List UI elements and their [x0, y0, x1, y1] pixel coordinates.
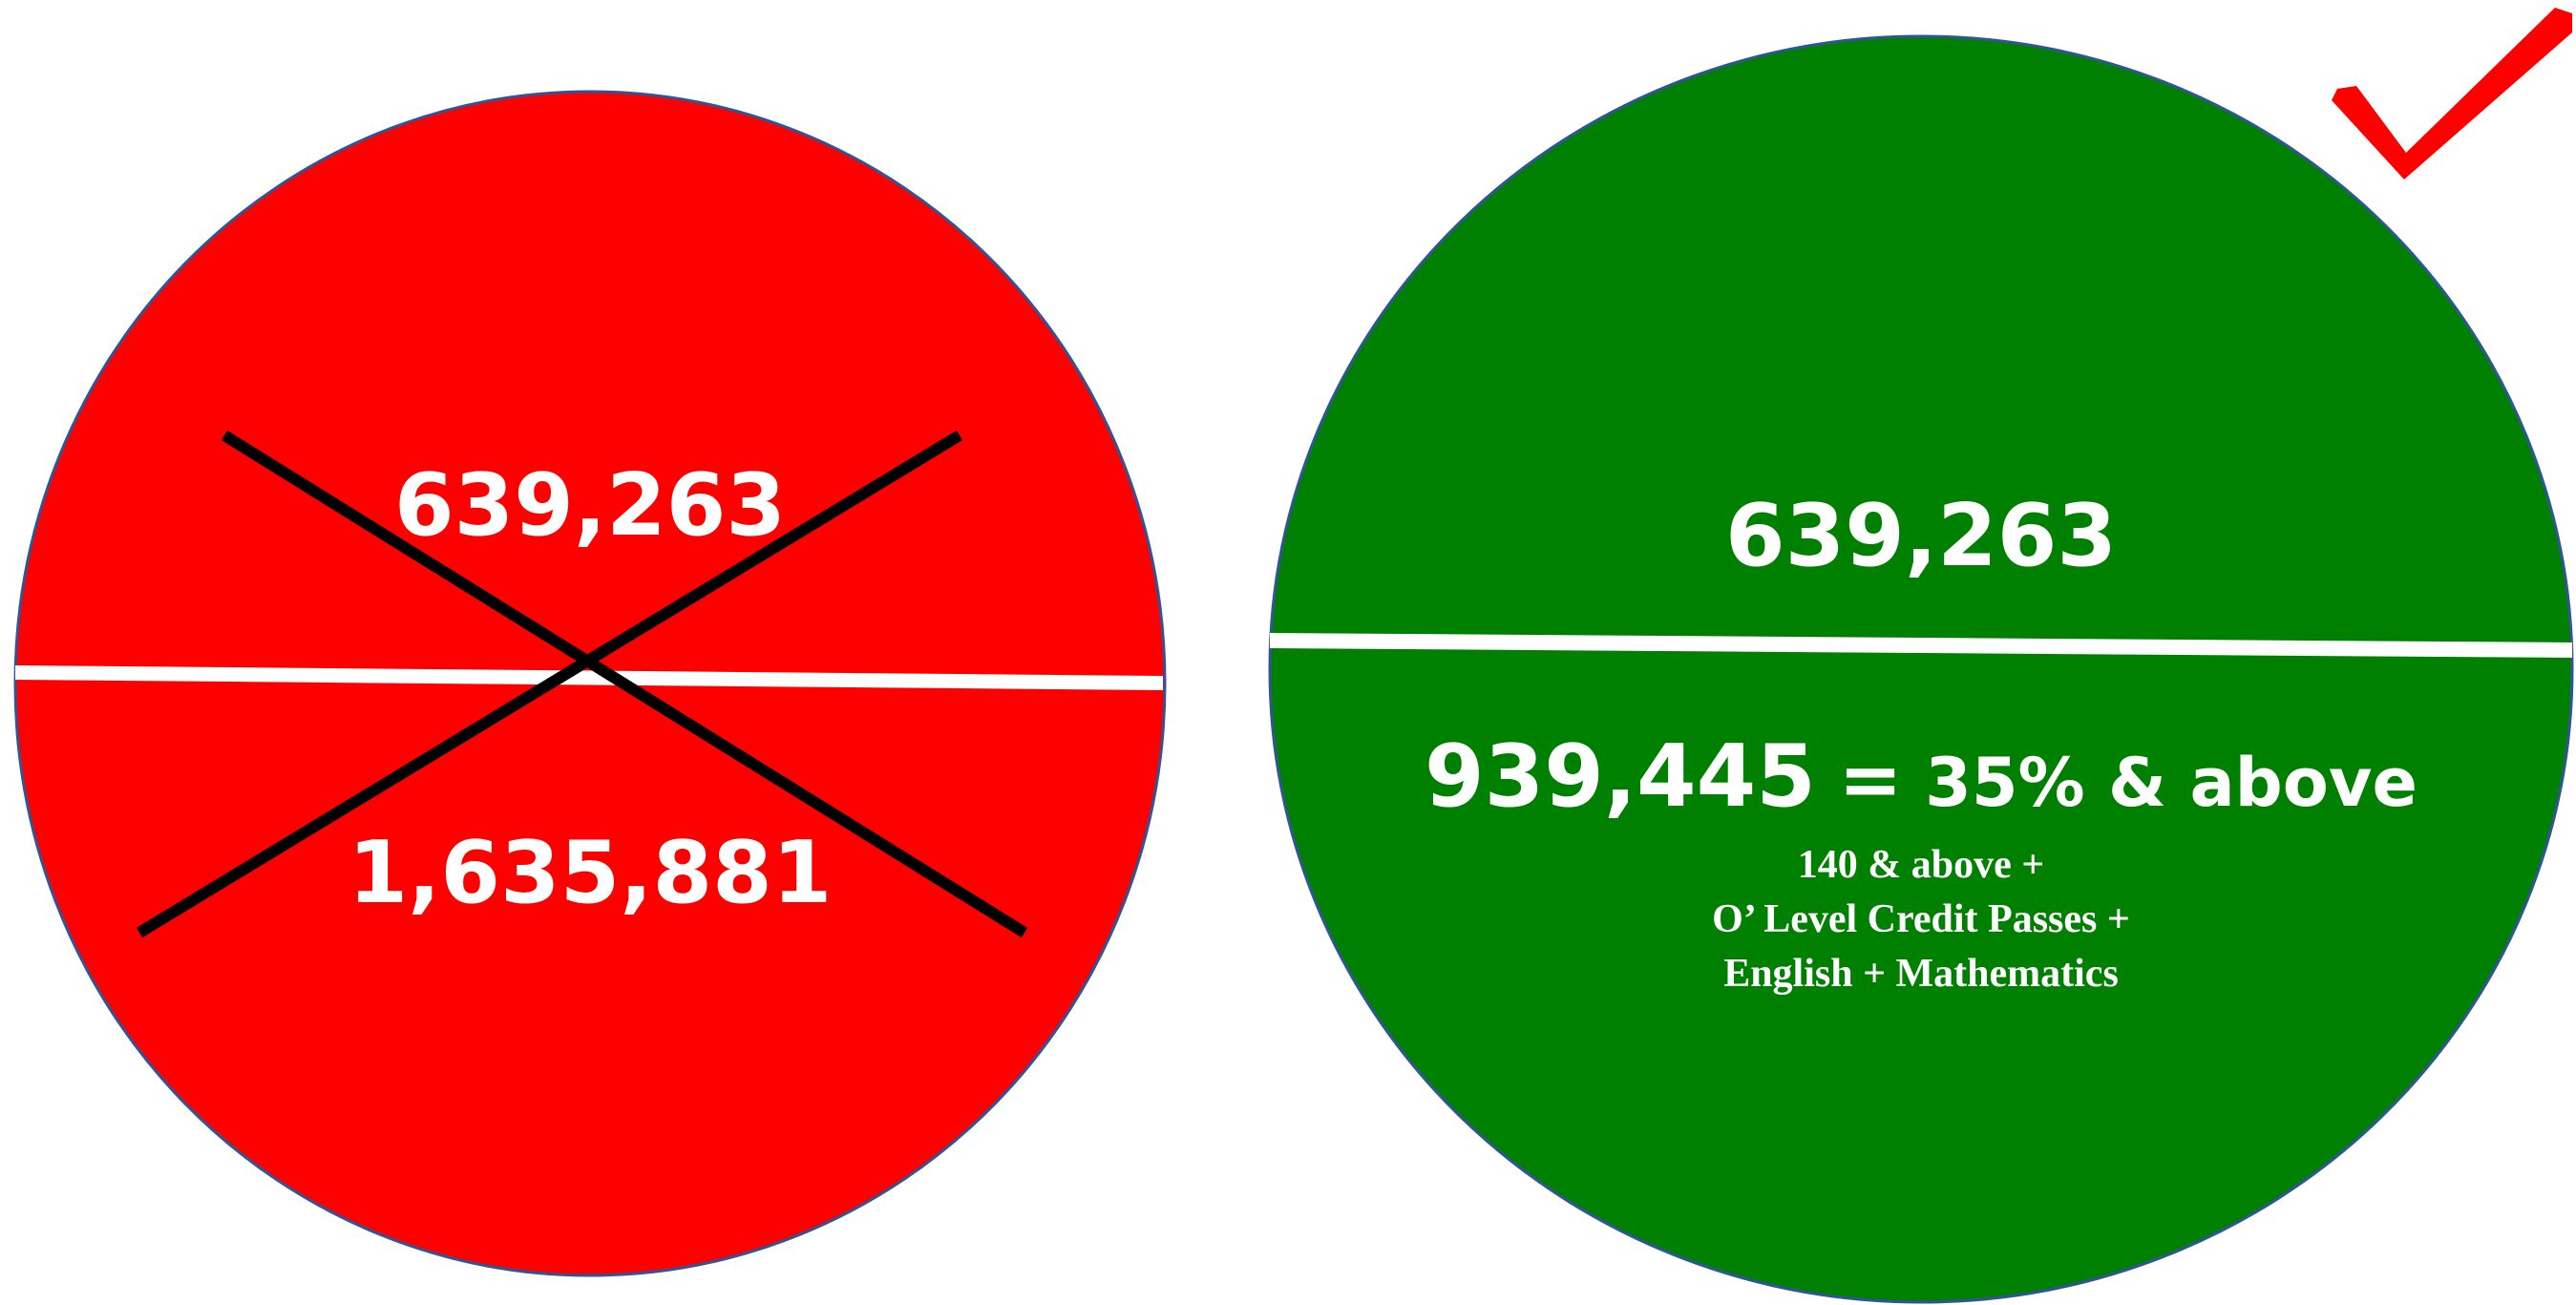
left-circle-group: 639,263 1,635,881 — [13, 90, 1167, 1277]
criteria-line-2: O’ Level Credit Passes + — [1712, 897, 2130, 941]
right-equals: = — [1839, 735, 1903, 824]
right-bottom-line: 939,445 = 35% & above — [1425, 726, 2418, 827]
left-top-value: 639,263 — [394, 455, 786, 556]
cross-icon — [136, 430, 1028, 938]
right-divider — [1270, 633, 2572, 658]
criteria-line-1: 140 & above + — [1798, 843, 2044, 887]
criteria-line-3: English + Mathematics — [1723, 952, 2119, 996]
checkmark-icon — [2332, 8, 2572, 179]
right-circle — [1268, 34, 2574, 1304]
right-bottom-value: 939,445 — [1425, 726, 1816, 827]
right-bottom-description: 35% & above — [1925, 744, 2418, 822]
right-top-value: 639,263 — [1725, 486, 2117, 586]
right-circle-group: 639,263 939,445 = 35% & above 140 & abov… — [1268, 34, 2574, 1304]
left-bottom-value: 1,635,881 — [348, 823, 833, 923]
left-divider — [15, 665, 1163, 690]
